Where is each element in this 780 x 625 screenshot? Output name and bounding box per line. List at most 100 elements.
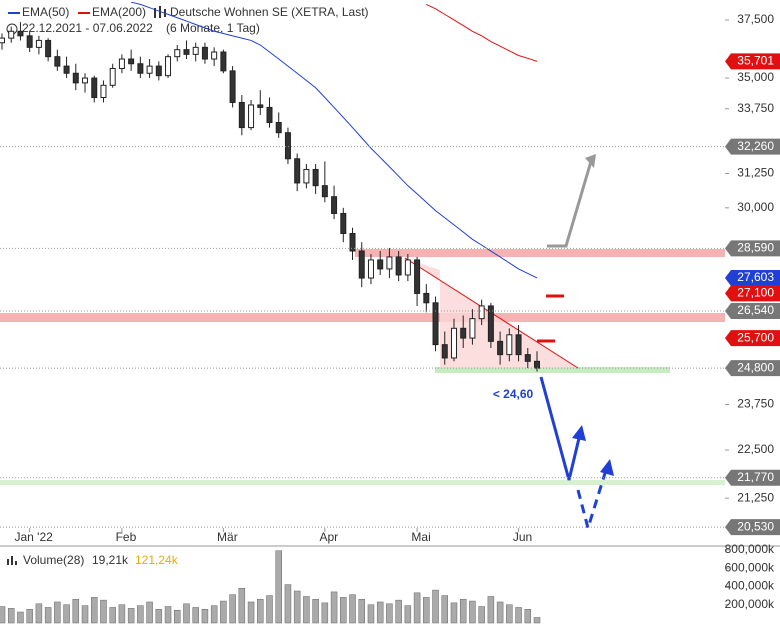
candle-body: [100, 84, 107, 99]
volume-bar: [201, 609, 209, 624]
volume-bar: [395, 599, 402, 624]
volume-bar: [330, 591, 338, 624]
x-tick-label: Jun: [513, 530, 532, 544]
volume-bar: [54, 601, 61, 624]
arrow-head: [572, 425, 586, 441]
candle-body: [349, 232, 356, 252]
candle-body: [238, 101, 245, 129]
plot: [0, 1, 540, 372]
candle-body: [275, 122, 282, 134]
candle-body: [183, 49, 190, 55]
candle-body: [367, 259, 374, 279]
candle-body: [146, 65, 153, 74]
candle-body: [340, 212, 347, 234]
volume-bar: [358, 598, 365, 624]
y-tick-label: 33,750: [737, 101, 774, 115]
volume-bar: [174, 609, 181, 624]
price-tag: [725, 285, 780, 302]
price-tag: [725, 330, 780, 347]
candle-body: [201, 46, 208, 60]
candle-body: [423, 292, 430, 304]
volume-bar: [376, 601, 384, 624]
candle-body: [303, 168, 310, 184]
price-tag: [725, 138, 780, 155]
x-tick-label: Mär: [217, 530, 238, 544]
price-tag-label: 27,603: [737, 270, 774, 284]
candle-body: [497, 340, 504, 356]
price-tag-label: 35,701: [737, 54, 774, 68]
price-tag: [725, 240, 780, 257]
y-tick-label: 400,000k: [725, 579, 775, 593]
volume-bar: [257, 598, 264, 624]
price-tag-label: 24,800: [737, 360, 774, 374]
volume-bar: [210, 605, 218, 624]
ema-line: [426, 3, 538, 62]
price-tag-label: 28,590: [737, 241, 774, 255]
volume-bar: [247, 601, 255, 624]
candle-body: [174, 49, 181, 58]
candle-body: [266, 106, 273, 124]
volume-bar: [118, 604, 126, 624]
support-zone: [0, 480, 725, 485]
candle-body: [469, 318, 476, 339]
drawings: < 24,60: [493, 154, 614, 534]
arrow-head: [585, 154, 596, 168]
candle-body: [128, 58, 135, 65]
candle-body: [331, 196, 338, 214]
volume-bar: [35, 603, 43, 624]
volume-bar: [275, 550, 282, 624]
resistance-zone: [355, 249, 725, 257]
candle-body: [118, 58, 125, 69]
volume-bar: [220, 600, 227, 624]
arrow: [576, 469, 608, 534]
x-tick-label: Apr: [320, 530, 339, 544]
volume-bar: [17, 611, 24, 624]
volume-title: Volume(28): [23, 553, 84, 567]
volume-bar: [192, 607, 199, 624]
candle-icon: [154, 6, 166, 18]
legend-label: EMA(200): [92, 5, 146, 19]
volume-bar: [81, 605, 89, 624]
candle-body: [460, 327, 467, 339]
price-tag-label: 25,700: [737, 330, 774, 344]
candle-body: [0, 37, 5, 44]
price-tag-label: 26,540: [737, 303, 774, 317]
volume-bar: [127, 608, 135, 624]
price-tag: [725, 360, 780, 377]
volume-bar: [423, 597, 430, 624]
chart-title: Deutsche Wohnen SE (XETRA, Last): [170, 5, 369, 19]
volume-bar: [404, 605, 412, 624]
price-tag: [725, 269, 780, 286]
arrow-head: [600, 459, 614, 476]
candle-body: [155, 65, 162, 77]
candle-body: [386, 256, 393, 270]
volume-bar: [293, 590, 301, 624]
candle-body: [54, 56, 61, 67]
period: (6 Monate, 1 Tag): [166, 21, 260, 35]
candle-body: [534, 360, 540, 369]
volume-bar: [303, 596, 310, 624]
x-tick-label: Mai: [411, 530, 430, 544]
y-tick-label: 21,250: [737, 490, 774, 504]
candle-body: [211, 51, 218, 60]
zones: [0, 249, 725, 485]
candle-body: [257, 104, 264, 108]
header: EMA(50) EMA(200) Deutsche Wohnen SE (XET…: [6, 5, 369, 35]
candle-body: [35, 39, 42, 48]
candle-body: [248, 104, 255, 129]
volume-bar: [349, 594, 356, 624]
volume-bar: [367, 604, 375, 624]
candle-body: [441, 344, 448, 359]
volume-bar: [44, 607, 52, 624]
candle-body: [192, 46, 199, 55]
price-tag-label: 21,770: [737, 470, 774, 484]
volume-bar: [164, 606, 172, 624]
volume-bar: [524, 609, 532, 624]
candle-body: [137, 63, 144, 74]
volume-bar: [100, 599, 107, 624]
candle-body: [404, 259, 411, 276]
volume-bar: [146, 601, 153, 624]
candle-body: [63, 65, 70, 74]
date-range: 22.12.2021 - 07.06.2022: [22, 21, 153, 35]
y-tick-label: 35,000: [737, 70, 774, 84]
